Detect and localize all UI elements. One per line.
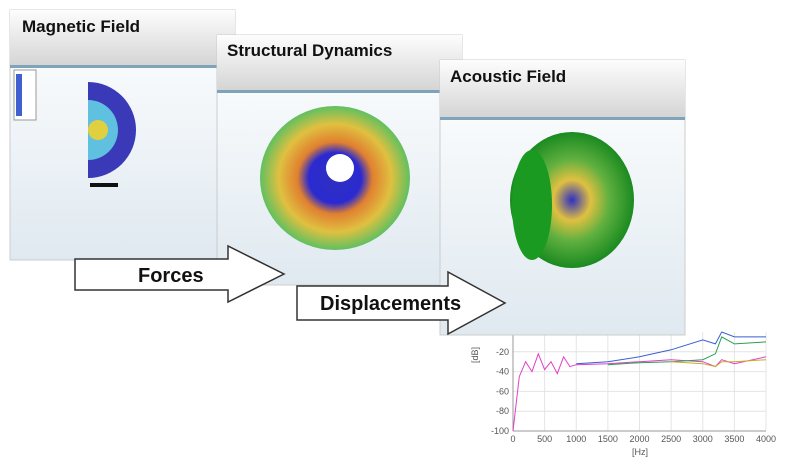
arrow: Forces [74,244,286,304]
x-tick-label: 1500 [598,434,618,444]
motor-image [88,120,108,140]
y-tick-label: -80 [496,406,509,416]
panel-rule [10,65,235,68]
x-tick-label: 4000 [756,434,776,444]
panel: Magnetic Field [9,9,236,261]
panel-header [10,10,235,66]
scale-bar [90,183,118,187]
arrow-label: Forces [138,265,204,287]
arrow-label: Displacements [320,293,461,315]
legend-colors [16,74,22,116]
panel-title: Magnetic Field [22,17,140,36]
arrow-shape [74,244,286,304]
arrow: Displacements [296,270,507,336]
series-line [607,336,767,366]
acoustic-image [512,150,552,260]
x-tick-label: 1000 [566,434,586,444]
panel: Structural Dynamics [216,34,463,286]
y-tick-label: -20 [496,347,509,357]
panel-rule [217,90,462,93]
x-tick-label: 0 [510,434,515,444]
panel-title: Structural Dynamics [227,41,392,60]
arrow-shape [296,270,507,336]
panel-header [440,60,685,118]
y-tick-label: -60 [496,386,509,396]
x-tick-label: 3000 [693,434,713,444]
x-tick-label: 3500 [724,434,744,444]
panel-header [217,35,462,91]
x-tick-label: 2500 [661,434,681,444]
x-axis-label: [Hz] [632,447,648,457]
x-tick-label: 2000 [629,434,649,444]
series-line [671,359,767,368]
y-axis-label: [dB] [470,347,480,363]
y-tick-label: -40 [496,367,509,377]
x-tick-label: 500 [537,434,552,444]
structure-image [326,154,354,182]
panel-rule [440,117,685,120]
panel-title: Acoustic Field [450,67,566,86]
series-line [576,331,766,365]
y-tick-label: -100 [491,426,509,436]
